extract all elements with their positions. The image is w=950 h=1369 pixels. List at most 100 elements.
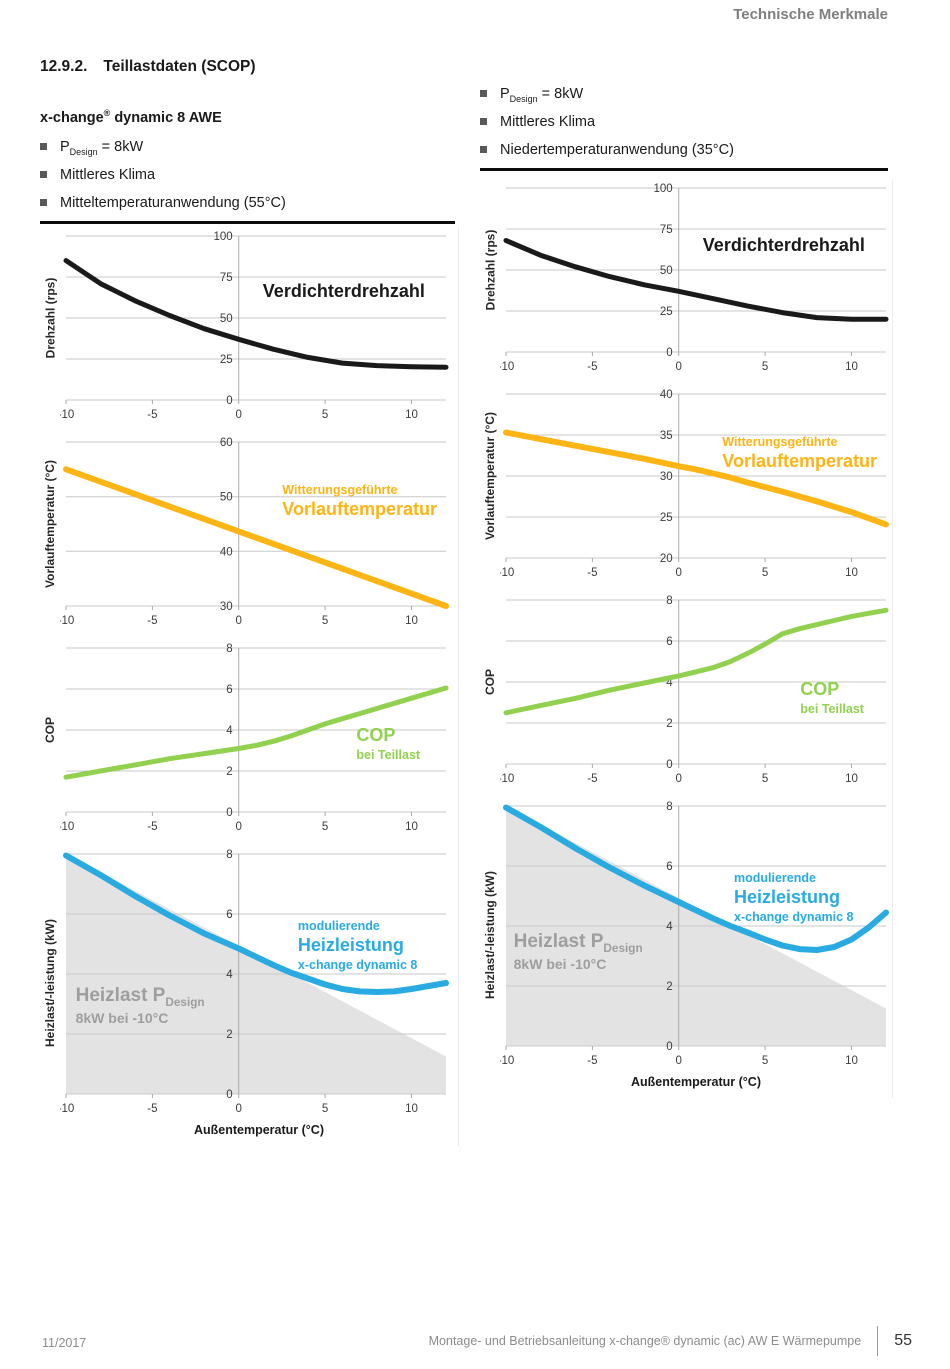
chart-annotation: modulierende Heizleistung x-change dynamic… — [297, 918, 418, 973]
right-bullet-list: PDesign = 8kW Mittleres Klima Niedertemp… — [480, 84, 888, 159]
y-axis-label: Vorlauftemperatur (°C) — [43, 460, 58, 588]
left-column-header: x-change® dynamic 8 AWE PDesign = 8kW Mi… — [40, 108, 455, 224]
svg-text:-5: -5 — [147, 615, 157, 627]
svg-text:0: 0 — [235, 821, 241, 833]
footer-date: 11/2017 — [42, 1336, 87, 1350]
chart-annotation: Heizlast PDesign 8kW bei -10°C — [513, 931, 643, 973]
svg-text:40: 40 — [660, 389, 673, 401]
svg-text:0: 0 — [226, 395, 232, 407]
svg-text:35: 35 — [660, 430, 673, 442]
y-axis-label: COP — [483, 668, 498, 696]
chart-plot: 0 2 4 6 8 -10 -5 0 5 10 — [498, 595, 889, 785]
svg-text:0: 0 — [235, 615, 241, 627]
chart-annotation: Verdichterdrehzahl — [262, 281, 425, 301]
footer-right: Montage- und Betriebsanleitung x-change®… — [429, 1326, 912, 1356]
chart-plot: 0 2 4 6 8 -10 -5 0 5 10 — [58, 643, 449, 833]
svg-text:10: 10 — [845, 361, 858, 373]
svg-text:6: 6 — [666, 861, 672, 873]
svg-text:25: 25 — [220, 354, 233, 366]
svg-text:5: 5 — [322, 1103, 328, 1115]
svg-text:5: 5 — [762, 567, 768, 579]
bullet-item: Niedertemperaturanwendung (35°C) — [480, 140, 888, 159]
section-number: 12.9.2. — [40, 58, 88, 75]
svg-text:6: 6 — [226, 909, 232, 921]
svg-text:0: 0 — [675, 361, 681, 373]
chart-vorlauftemperatur-55: Vorlauftemperatur (°C) 30 40 50 60 -10 -5 0 5 10 W… — [40, 434, 458, 640]
svg-text:-10: -10 — [60, 821, 74, 833]
svg-text:2: 2 — [666, 718, 672, 730]
svg-text:-10: -10 — [60, 1103, 74, 1115]
svg-text:-5: -5 — [587, 773, 597, 785]
svg-text:8: 8 — [226, 849, 232, 861]
svg-text:0: 0 — [675, 567, 681, 579]
bullet-item: Mitteltemperaturanwendung (55°C) — [40, 193, 455, 212]
svg-text:60: 60 — [220, 437, 233, 449]
product-name: x-change® dynamic 8 AWE — [40, 108, 222, 126]
svg-text:50: 50 — [220, 313, 233, 325]
svg-text:-10: -10 — [500, 773, 514, 785]
chart-annotation: Witterungsgeführte Vorlauftemperatur — [282, 483, 437, 520]
svg-text:75: 75 — [660, 224, 673, 236]
svg-text:0: 0 — [235, 1103, 241, 1115]
svg-text:50: 50 — [220, 492, 233, 504]
svg-text:-5: -5 — [587, 1055, 597, 1067]
svg-text:5: 5 — [322, 821, 328, 833]
svg-text:25: 25 — [660, 306, 673, 318]
svg-text:10: 10 — [845, 1055, 858, 1067]
bullet-square-icon — [480, 118, 487, 125]
svg-text:-5: -5 — [587, 567, 597, 579]
right-chart-column: Drehzahl (rps)0255075100-10-50510Verdich… — [480, 180, 893, 1098]
bullet-item: PDesign = 8kW — [40, 137, 455, 156]
y-axis-label: Drehzahl (rps) — [483, 229, 497, 311]
svg-text:0: 0 — [226, 1089, 232, 1101]
y-axis-label: Heizlast/-leistung (kW) — [43, 918, 58, 1048]
svg-text:0: 0 — [226, 807, 232, 819]
svg-text:5: 5 — [322, 615, 328, 627]
svg-text:0: 0 — [666, 1041, 672, 1053]
svg-text:10: 10 — [845, 773, 858, 785]
svg-text:-5: -5 — [147, 821, 157, 833]
svg-text:-10: -10 — [500, 361, 514, 373]
svg-text:-5: -5 — [147, 1103, 157, 1115]
svg-text:-10: -10 — [60, 615, 74, 627]
svg-text:30: 30 — [660, 471, 673, 483]
svg-text:20: 20 — [660, 553, 673, 565]
svg-text:-5: -5 — [587, 361, 597, 373]
chart-heizleistung-35: Heizlast/-leistung (kW) 0 2 4 6 8 -10 -5 0 5 10 Auß… — [480, 798, 892, 1098]
svg-text:0: 0 — [675, 1055, 681, 1067]
y-axis-label: Drehzahl (rps) — [43, 277, 57, 359]
footer-doc-title: Montage- und Betriebsanleitung x-change®… — [428, 1334, 862, 1348]
y-axis-label: Vorlauftemperatur (°C) — [483, 412, 498, 540]
chart-annotation: Witterungsgeführte Vorlauftemperatur — [722, 435, 877, 472]
svg-text:25: 25 — [660, 512, 673, 524]
svg-text:0: 0 — [666, 759, 672, 771]
chart-plot: 0 2 4 6 8 -10 -5 0 5 10 — [498, 801, 889, 1067]
svg-text:4: 4 — [666, 921, 673, 933]
svg-text:100: 100 — [654, 183, 673, 195]
svg-text:4: 4 — [666, 677, 673, 689]
svg-text:-10: -10 — [60, 409, 74, 421]
chart-plot: 0 25 50 75 100 -10 -5 0 5 10 — [58, 231, 449, 421]
bullet-square-icon — [40, 171, 47, 178]
svg-text:5: 5 — [762, 361, 768, 373]
svg-text:6: 6 — [226, 684, 232, 696]
footer-divider — [877, 1326, 879, 1356]
chart-verdichterdrehzahl-55: Drehzahl (rps) 0 25 50 75 100 -10 -5 0 5 10 Verdich… — [40, 228, 458, 434]
chart-annotation: COP bei Teillast — [356, 725, 421, 763]
chart-heizleistung-55: Heizlast/-leistung (kW) 0 2 4 6 8 -10 -5 0 5 10 Auß… — [40, 846, 458, 1146]
svg-text:10: 10 — [405, 409, 418, 421]
chart-plot: 0 2 4 6 8 -10 -5 0 5 10 — [58, 849, 449, 1115]
chart-verdichterdrehzahl-35: Drehzahl (rps) 0 25 50 75 100 -10 -5 0 5 10 Verdich… — [480, 180, 892, 386]
y-axis-label: COP — [43, 716, 58, 744]
svg-text:4: 4 — [226, 725, 233, 737]
svg-text:10: 10 — [405, 1103, 418, 1115]
x-axis-label: Außentemperatur (°C) — [630, 1075, 761, 1089]
registered-mark: ® — [103, 108, 111, 119]
bullet-square-icon — [40, 143, 47, 150]
svg-text:75: 75 — [220, 272, 233, 284]
section-title: 12.9.2. Teillastdaten (SCOP) — [40, 58, 256, 76]
svg-text:50: 50 — [660, 265, 673, 277]
left-bullet-list: PDesign = 8kW Mittleres Klima Mitteltemp… — [40, 137, 455, 212]
